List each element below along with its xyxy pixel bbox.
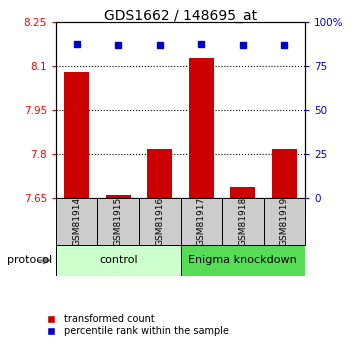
Text: GDS1662 / 148695_at: GDS1662 / 148695_at (104, 9, 257, 23)
Bar (97, 198, 139, 245)
Text: control: control (99, 256, 138, 265)
Bar (264, 198, 305, 245)
Text: GSM81916: GSM81916 (155, 197, 164, 246)
Text: Enigma knockdown: Enigma knockdown (188, 256, 297, 265)
Text: GSM81915: GSM81915 (114, 197, 123, 246)
Bar (147, 148, 172, 198)
Text: GSM81917: GSM81917 (197, 197, 206, 246)
Text: GSM81919: GSM81919 (280, 197, 289, 246)
Bar (56, 245, 180, 276)
Bar (64, 72, 89, 198)
Bar (56, 198, 97, 245)
Bar (180, 198, 222, 245)
Bar (106, 196, 131, 198)
Bar (230, 187, 255, 198)
Bar (180, 245, 305, 276)
Bar (222, 198, 264, 245)
Bar (189, 58, 214, 198)
Text: protocol: protocol (7, 256, 52, 265)
Bar (139, 198, 180, 245)
Legend: transformed count, percentile rank within the sample: transformed count, percentile rank withi… (37, 310, 232, 340)
Bar (272, 148, 297, 198)
Text: GSM81918: GSM81918 (238, 197, 247, 246)
Text: GSM81914: GSM81914 (72, 197, 81, 246)
